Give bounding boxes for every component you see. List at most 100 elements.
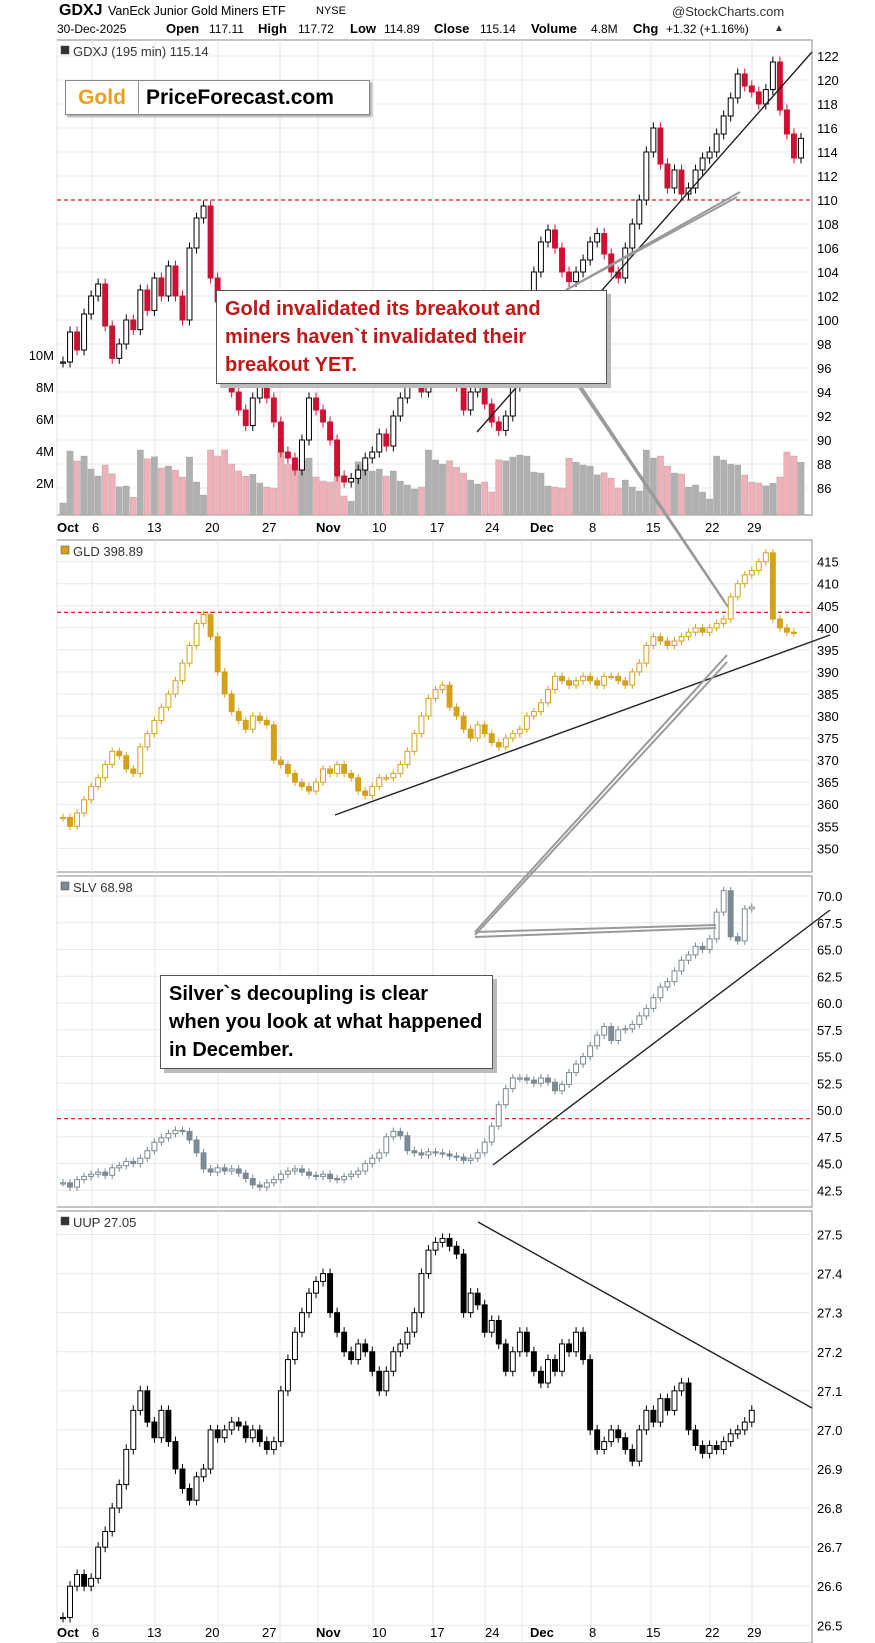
candle-body: [306, 1292, 312, 1314]
volume-bar: [600, 472, 608, 516]
candle-body: [165, 1133, 172, 1139]
candle-body: [102, 1531, 109, 1548]
candle-body: [636, 662, 643, 673]
candle-body: [467, 728, 474, 739]
callout-pointer: [474, 924, 717, 933]
candle-body: [144, 1390, 151, 1423]
volume-bar: [572, 462, 580, 516]
volume-bar: [523, 455, 531, 516]
candle-body: [242, 1172, 249, 1180]
candle-body: [186, 247, 193, 321]
candle-body: [249, 1429, 256, 1439]
legend-swatch: [60, 881, 70, 891]
x-tick-label-top: 24: [485, 520, 499, 535]
volume-bar: [783, 451, 791, 516]
candle-body: [144, 733, 151, 748]
x-tick-label-bottom: 17: [430, 1625, 444, 1640]
candle-body: [755, 91, 762, 105]
candle-body: [502, 1343, 509, 1372]
candle-body: [727, 97, 734, 117]
candle-body: [755, 561, 762, 571]
x-tick-label-bottom: 15: [646, 1625, 660, 1640]
volume-tick-label: 10M: [29, 348, 54, 363]
candle-body: [263, 1441, 270, 1450]
brand-label[interactable]: @StockCharts.com: [672, 4, 785, 19]
candle-body: [671, 169, 678, 189]
candle-body: [573, 271, 580, 283]
candle-body: [566, 1343, 572, 1353]
candle-body: [727, 596, 734, 620]
candle-body: [537, 1370, 544, 1384]
candle-body: [678, 636, 685, 642]
x-tick-label-bottom: Nov: [316, 1625, 341, 1640]
candle-body: [179, 1468, 186, 1490]
y-tick-label: 370: [817, 753, 839, 768]
candle-body: [88, 1173, 95, 1177]
y-tick-label: 70.0: [817, 889, 842, 904]
candle-body: [643, 1007, 650, 1017]
candle-body: [537, 1077, 544, 1084]
y-tick-label: 27.4: [817, 1267, 842, 1282]
candle-body: [727, 1433, 734, 1443]
candle-body: [172, 680, 179, 695]
candle-body: [495, 421, 502, 431]
candle-body: [481, 1304, 488, 1333]
x-tick-label-bottom: 29: [747, 1625, 761, 1640]
candle-body: [200, 1468, 207, 1478]
volume-bar: [242, 476, 250, 516]
candle-body: [193, 1139, 200, 1154]
candle-body: [530, 1351, 537, 1372]
candle-body: [123, 755, 130, 770]
volume-bar: [516, 454, 524, 516]
y-tick-label: 55.0: [817, 1050, 842, 1065]
volume-bar: [397, 480, 404, 516]
candle-body: [453, 1155, 460, 1158]
candle-body: [130, 1160, 137, 1165]
candle-body: [116, 750, 123, 757]
candle-body: [158, 706, 165, 721]
candle-body: [376, 1152, 383, 1159]
candle-body: [488, 1320, 495, 1333]
candle-body: [214, 1429, 221, 1439]
volume-bar: [544, 485, 552, 516]
candle-body: [657, 636, 664, 642]
candle-body: [383, 1136, 390, 1154]
candle-body: [509, 1351, 516, 1372]
candle-body: [657, 1398, 664, 1423]
volume-bar: [537, 472, 545, 516]
y-tick-label: 27.3: [817, 1306, 842, 1321]
volume-bar: [221, 449, 228, 516]
candle-body: [334, 1178, 341, 1181]
candle-body: [566, 271, 572, 283]
candle-body: [580, 1056, 587, 1065]
volume-bar: [699, 491, 706, 516]
candle-body: [291, 1331, 298, 1361]
candle-body: [685, 187, 692, 195]
volume-bar: [108, 473, 116, 516]
y-tick-label: 65.0: [817, 943, 842, 958]
volume-bar: [614, 487, 622, 516]
y-tick-label: 90: [817, 433, 831, 448]
candle-body: [102, 764, 109, 779]
candle-body: [790, 631, 797, 634]
candle-body: [235, 391, 242, 411]
volume-bar: [755, 482, 763, 516]
candle-body: [172, 1129, 179, 1135]
candle-body: [369, 1351, 376, 1372]
candle-body: [81, 1175, 88, 1181]
candle-body: [355, 1343, 362, 1361]
candle-body: [453, 1245, 460, 1255]
volume-bar: [256, 482, 264, 516]
candle-body: [552, 1081, 558, 1092]
y-tick-label: 100: [817, 313, 839, 328]
legend-label: SLV 68.98: [73, 880, 133, 895]
candle-body: [523, 1077, 530, 1081]
candle-body: [81, 799, 88, 814]
candle-body: [657, 127, 664, 165]
x-tick-label-top: 10: [372, 520, 386, 535]
candle-body: [587, 675, 594, 682]
candle-body: [221, 1429, 228, 1439]
y-tick-label: 45.0: [817, 1157, 842, 1172]
candle-body: [158, 277, 165, 297]
candle-body: [102, 1171, 109, 1176]
